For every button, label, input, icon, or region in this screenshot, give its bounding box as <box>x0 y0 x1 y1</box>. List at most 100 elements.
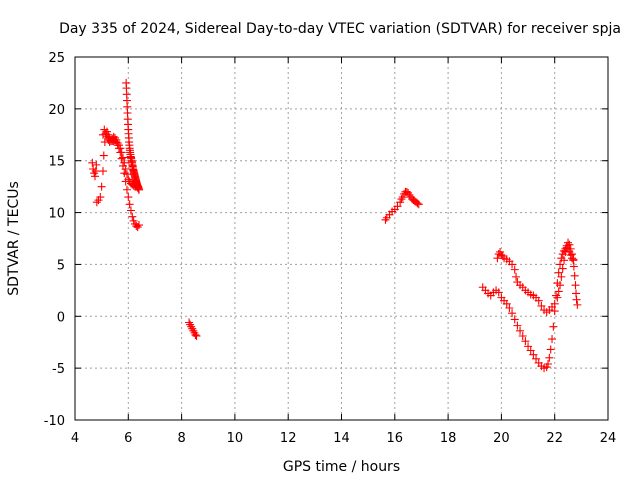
x-axis-ticks: 4 6 8 10 12 14 16 18 20 22 24 <box>71 57 616 446</box>
data-point <box>502 299 511 308</box>
data-point <box>549 322 558 331</box>
data-point <box>185 318 194 327</box>
data-point <box>124 193 133 202</box>
data-point <box>572 295 581 304</box>
data-point <box>571 281 580 290</box>
data-point <box>98 167 107 176</box>
data-point <box>561 247 570 256</box>
data-point <box>393 202 402 211</box>
data-point <box>189 326 198 335</box>
data-point <box>568 250 577 259</box>
grid-lines <box>75 57 608 420</box>
data-point <box>508 260 517 269</box>
data-point <box>553 293 562 302</box>
data-point <box>92 198 101 207</box>
data-point <box>569 262 578 271</box>
data-point <box>570 271 579 280</box>
x-axis-label: GPS time / hours <box>283 459 400 475</box>
data-point <box>125 200 134 209</box>
data-point <box>510 315 519 324</box>
data-point <box>405 190 414 199</box>
x-tick-label: 6 <box>124 431 132 446</box>
data-point <box>186 320 195 329</box>
data-point <box>134 221 143 230</box>
y-tick-label: 25 <box>48 51 65 66</box>
data-point <box>116 144 125 153</box>
data-point <box>187 322 196 331</box>
data-point <box>518 331 527 340</box>
data-point <box>544 359 553 368</box>
y-tick-label: 0 <box>57 310 65 325</box>
series-arc-1 <box>88 158 101 181</box>
y-tick-label: 10 <box>48 207 65 222</box>
data-point <box>133 223 142 232</box>
series-arc-8 <box>493 238 582 317</box>
x-tick-label: 12 <box>280 431 297 446</box>
data-point <box>546 345 555 354</box>
data-point <box>110 133 119 142</box>
data-point <box>99 151 108 160</box>
data-point <box>494 288 503 297</box>
data-point <box>100 125 109 134</box>
x-tick-label: 22 <box>546 431 563 446</box>
data-point <box>556 260 565 269</box>
y-tick-label: 5 <box>57 258 65 273</box>
data-point <box>573 300 582 309</box>
data-point <box>121 165 130 174</box>
data-point <box>554 268 563 277</box>
data-point <box>548 335 557 344</box>
data-point <box>120 158 129 167</box>
data-point <box>192 331 201 340</box>
x-tick-label: 24 <box>600 431 617 446</box>
data-point <box>124 175 133 184</box>
y-tick-label: 20 <box>48 103 65 118</box>
data-point <box>97 182 106 191</box>
x-tick-label: 10 <box>227 431 244 446</box>
data-point <box>122 185 131 194</box>
data-point <box>529 350 538 359</box>
data-point <box>550 299 559 308</box>
data-point <box>524 342 533 351</box>
data-point <box>117 148 126 157</box>
data-point <box>534 296 543 305</box>
data-point <box>557 272 566 281</box>
data-point <box>545 353 554 362</box>
data-point <box>381 215 390 224</box>
data-point <box>558 264 567 273</box>
data-point <box>88 158 97 167</box>
data-point <box>113 139 122 148</box>
y-tick-label: -10 <box>44 414 65 429</box>
data-point <box>512 272 521 281</box>
data-point <box>128 212 137 221</box>
x-tick-label: 14 <box>333 431 350 446</box>
data-point <box>126 206 135 215</box>
series-arc-3 <box>98 125 143 194</box>
series-arc-5 <box>185 318 201 340</box>
data-point <box>188 324 197 333</box>
data-point <box>505 303 514 312</box>
y-tick-label: 15 <box>48 155 65 170</box>
series-arc-6 <box>381 187 423 224</box>
data-point <box>550 307 559 316</box>
y-tick-label: -5 <box>52 362 65 377</box>
data-point <box>565 240 574 249</box>
data-point <box>397 195 406 204</box>
x-tick-label: 16 <box>387 431 404 446</box>
data-point <box>560 256 569 265</box>
x-tick-label: 20 <box>493 431 510 446</box>
data-point <box>513 321 522 330</box>
y-axis-ticks: -10 -5 0 5 10 15 20 25 <box>44 51 608 429</box>
x-tick-label: 18 <box>440 431 457 446</box>
data-point <box>554 287 563 296</box>
data-point <box>510 265 519 274</box>
x-tick-label: 4 <box>71 431 79 446</box>
data-point <box>413 199 422 208</box>
data-point <box>96 193 105 202</box>
data-point <box>118 153 127 162</box>
data-point <box>191 330 200 339</box>
data-point <box>90 172 99 181</box>
series-arc-7 <box>478 243 578 373</box>
data-point <box>134 185 143 194</box>
series-arc-4 <box>122 78 143 194</box>
